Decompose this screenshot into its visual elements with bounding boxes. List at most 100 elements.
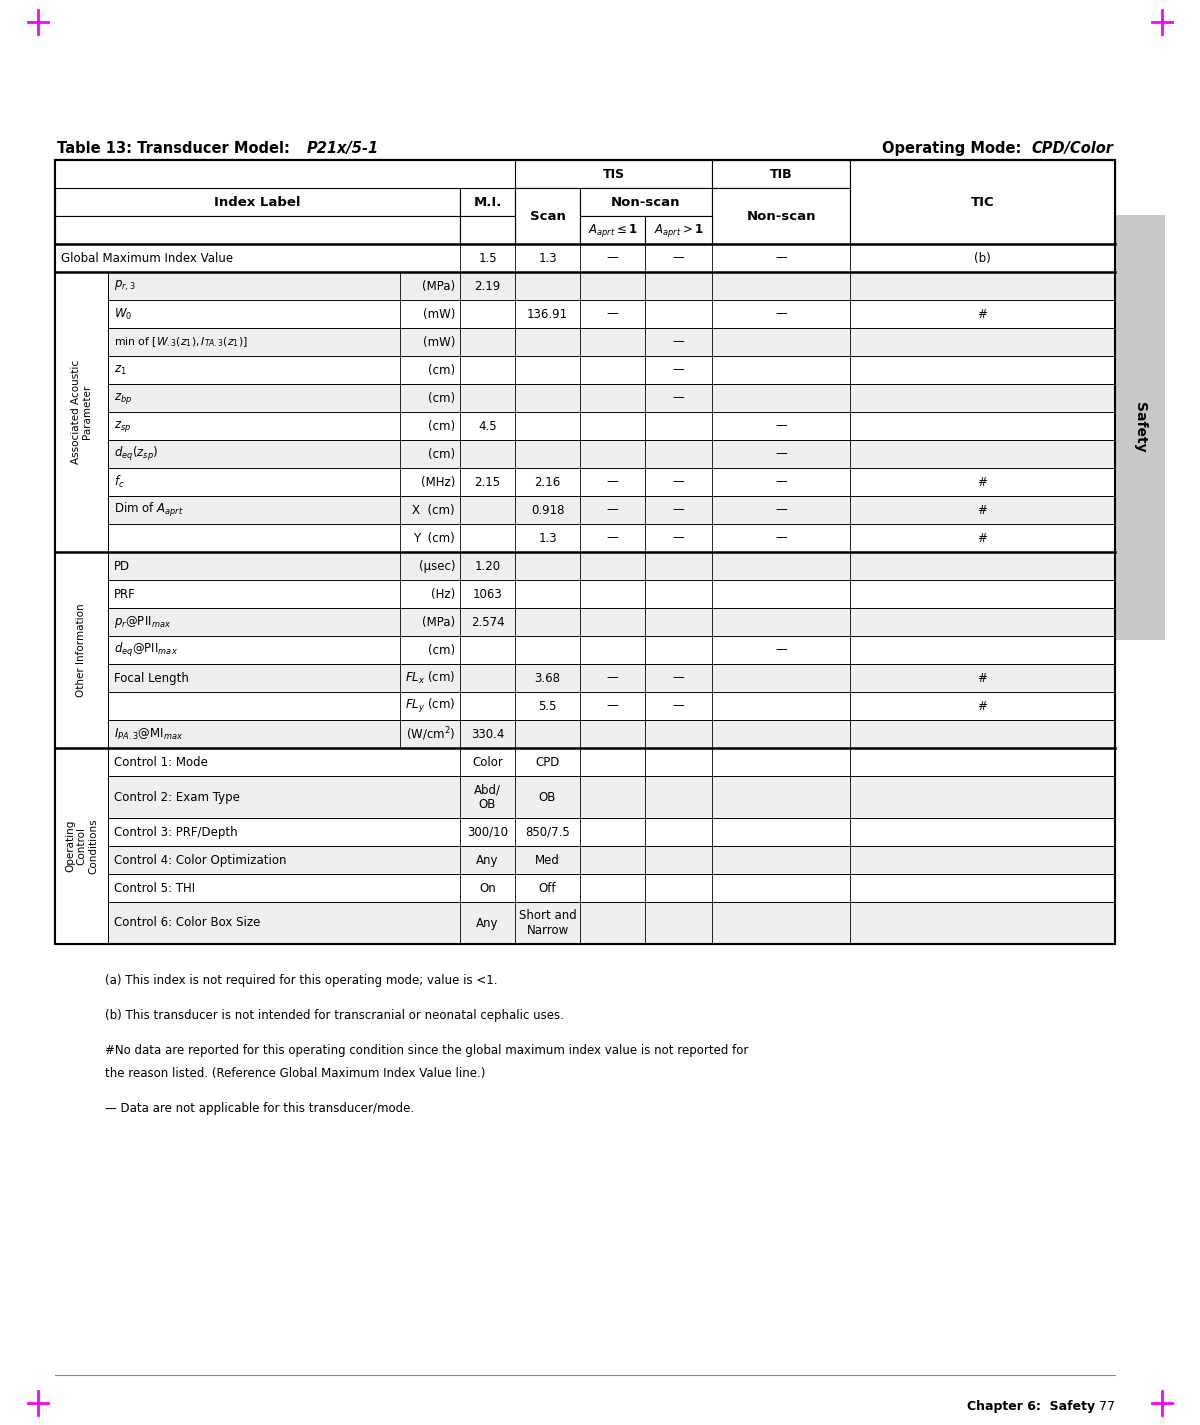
Bar <box>55 748 108 943</box>
Text: PRF: PRF <box>114 587 136 600</box>
Text: (cm): (cm) <box>428 447 455 460</box>
Bar <box>55 272 1115 301</box>
Bar <box>55 524 1115 551</box>
Text: —: — <box>673 700 684 712</box>
Text: (cm): (cm) <box>428 363 455 376</box>
Text: Short and
Narrow: Short and Narrow <box>518 909 576 938</box>
Text: Control 1: Mode: Control 1: Mode <box>114 755 208 768</box>
Text: (mW): (mW) <box>422 335 455 349</box>
Text: Operating
Control
Conditions: Operating Control Conditions <box>65 818 98 874</box>
Text: 850/7.5: 850/7.5 <box>526 825 570 838</box>
Bar <box>55 188 460 217</box>
Text: —: — <box>673 503 684 516</box>
Text: — Data are not applicable for this transducer/mode.: — Data are not applicable for this trans… <box>106 1102 414 1114</box>
Text: Other Information: Other Information <box>77 603 86 697</box>
Text: 2.19: 2.19 <box>474 279 500 292</box>
Text: $p_{r,3}$: $p_{r,3}$ <box>114 279 136 294</box>
Bar <box>55 902 1115 943</box>
Text: CPD: CPD <box>535 755 559 768</box>
Text: $FL_x$ (cm): $FL_x$ (cm) <box>404 670 455 685</box>
Text: —: — <box>607 251 618 265</box>
Text: (Hz): (Hz) <box>431 587 455 600</box>
Text: —: — <box>607 532 618 544</box>
Text: Control 5: THI: Control 5: THI <box>114 882 196 895</box>
Text: —: — <box>775 251 787 265</box>
Text: Non-scan: Non-scan <box>611 195 680 208</box>
Bar <box>712 160 850 188</box>
Bar <box>55 217 460 244</box>
Text: X  (cm): X (cm) <box>413 503 455 516</box>
Text: (MPa): (MPa) <box>422 279 455 292</box>
Bar <box>712 188 850 244</box>
Bar <box>55 467 1115 496</box>
Bar <box>55 818 1115 846</box>
Text: —: — <box>775 503 787 516</box>
Text: Off: Off <box>539 882 557 895</box>
Bar <box>55 551 1115 580</box>
Text: —: — <box>607 671 618 684</box>
Bar <box>55 748 1115 777</box>
Bar <box>1115 215 1165 640</box>
Text: (a) This index is not required for this operating mode; value is <1.: (a) This index is not required for this … <box>106 975 498 988</box>
Text: $z_1$: $z_1$ <box>114 363 127 376</box>
Bar <box>55 440 1115 467</box>
Text: Operating Mode:: Operating Mode: <box>882 141 1027 155</box>
Text: Color: Color <box>472 755 503 768</box>
Text: 1.5: 1.5 <box>478 251 497 265</box>
Text: —: — <box>673 335 684 349</box>
Text: 4.5: 4.5 <box>478 419 497 433</box>
Text: Associated Acoustic
Parameter: Associated Acoustic Parameter <box>71 361 92 465</box>
Text: P21x/5-1: P21x/5-1 <box>307 141 379 155</box>
Text: (cm): (cm) <box>428 419 455 433</box>
Text: #: # <box>978 671 988 684</box>
Bar <box>55 664 1115 693</box>
Text: $I_{PA.3}$@MI$_{max}$: $I_{PA.3}$@MI$_{max}$ <box>114 727 184 741</box>
Bar <box>55 693 1115 720</box>
Text: (μsec): (μsec) <box>419 560 455 573</box>
Bar <box>646 217 712 244</box>
Text: TIB: TIB <box>769 168 792 181</box>
Text: —: — <box>673 532 684 544</box>
Bar <box>580 188 712 217</box>
Text: (b) This transducer is not intended for transcranial or neonatal cephalic uses.: (b) This transducer is not intended for … <box>106 1009 564 1022</box>
Text: 2.574: 2.574 <box>470 616 504 628</box>
Text: —: — <box>775 476 787 489</box>
Text: TIS: TIS <box>602 168 624 181</box>
Text: OB: OB <box>539 791 556 804</box>
Text: $p_r$@PII$_{max}$: $p_r$@PII$_{max}$ <box>114 614 172 630</box>
Bar <box>55 496 1115 524</box>
Text: Med: Med <box>535 854 560 866</box>
Text: the reason listed. (Reference Global Maximum Index Value line.): the reason listed. (Reference Global Max… <box>106 1067 485 1080</box>
Bar <box>460 188 515 217</box>
Text: —: — <box>607 476 618 489</box>
Text: 136.91: 136.91 <box>527 308 568 321</box>
Text: —: — <box>607 308 618 321</box>
Bar <box>55 608 1115 636</box>
Text: —: — <box>673 392 684 405</box>
Text: $A_{aprt}$$\leq$1: $A_{aprt}$$\leq$1 <box>588 221 637 238</box>
Text: Focal Length: Focal Length <box>114 671 188 684</box>
Bar <box>55 160 1115 943</box>
Bar <box>460 217 515 244</box>
Text: Index Label: Index Label <box>215 195 301 208</box>
Text: #: # <box>978 308 988 321</box>
Text: —: — <box>775 308 787 321</box>
Text: —: — <box>775 419 787 433</box>
Text: Any: Any <box>476 916 499 929</box>
Bar <box>55 328 1115 356</box>
Bar <box>55 383 1115 412</box>
Text: Control 3: PRF/Depth: Control 3: PRF/Depth <box>114 825 238 838</box>
Bar <box>55 777 1115 818</box>
Text: Y  (cm): Y (cm) <box>413 532 455 544</box>
Text: Non-scan: Non-scan <box>746 209 816 222</box>
Text: —: — <box>673 363 684 376</box>
Text: (MPa): (MPa) <box>422 616 455 628</box>
Text: $FL_y$ (cm): $FL_y$ (cm) <box>404 697 455 715</box>
Text: Scan: Scan <box>529 209 565 222</box>
Bar <box>55 160 1115 943</box>
Text: Control 4: Color Optimization: Control 4: Color Optimization <box>114 854 287 866</box>
Text: #: # <box>978 532 988 544</box>
Text: Chapter 6:  Safety: Chapter 6: Safety <box>967 1399 1096 1414</box>
Text: 1.3: 1.3 <box>538 251 557 265</box>
Text: TIC: TIC <box>971 195 995 208</box>
